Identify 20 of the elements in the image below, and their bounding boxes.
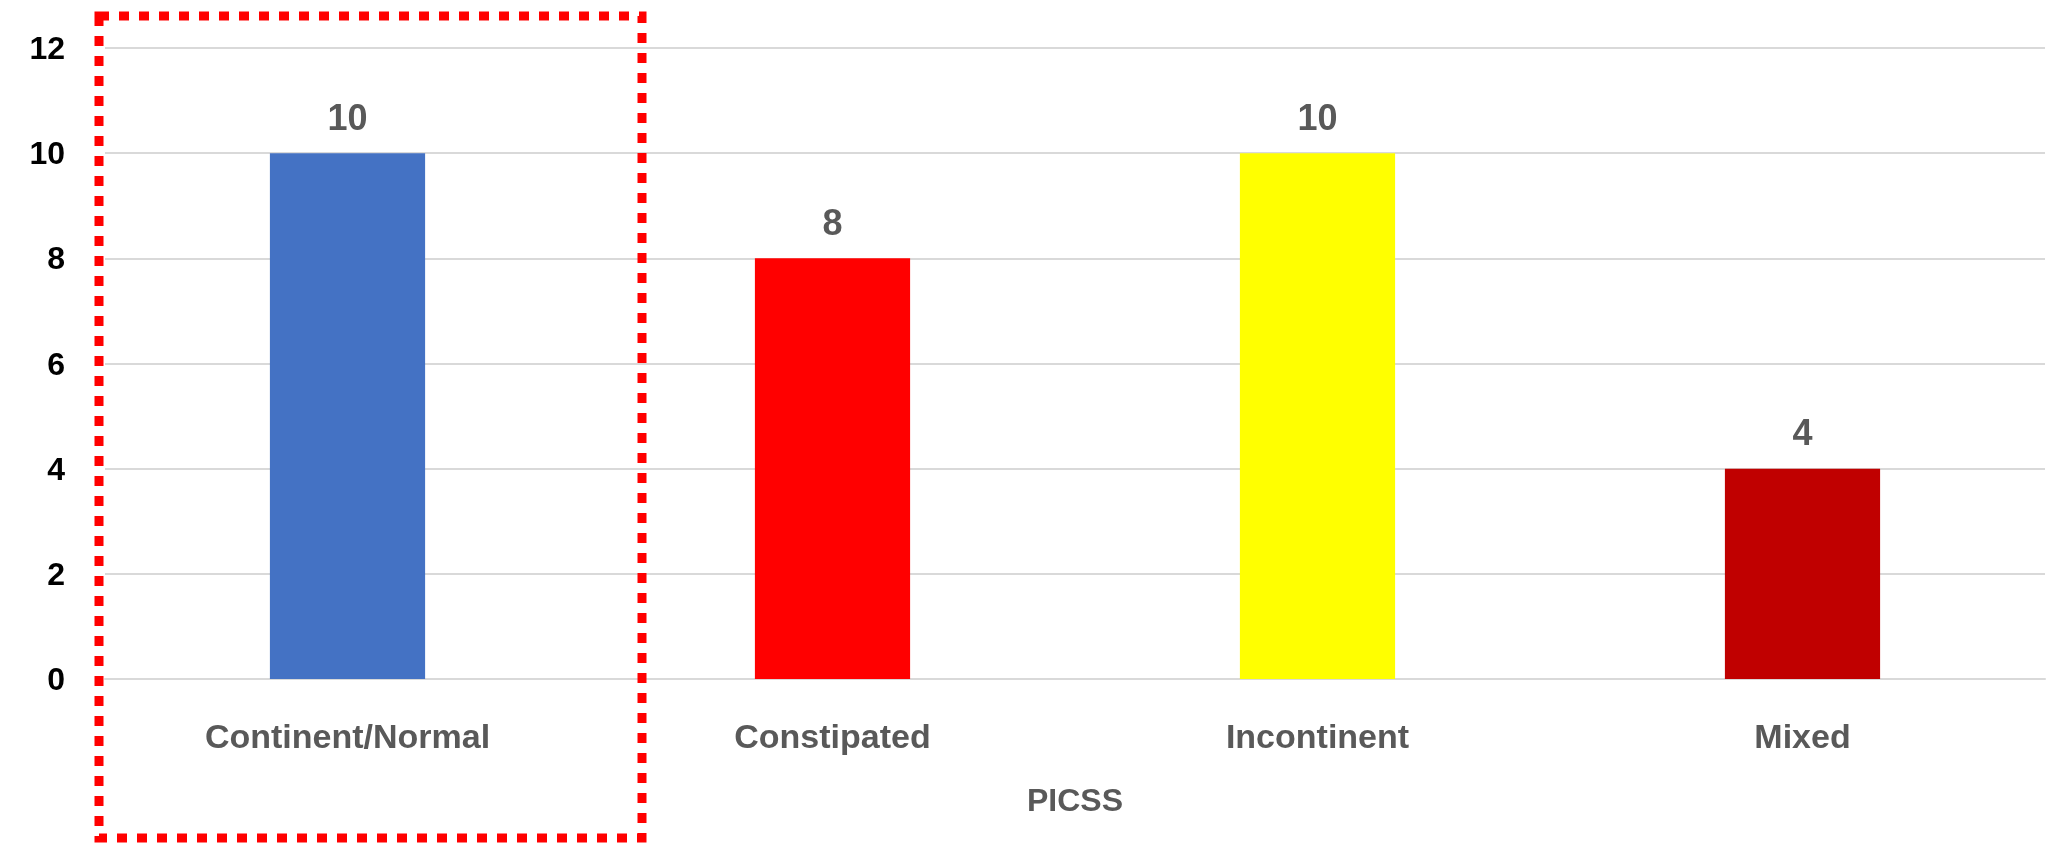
data-label: 4 bbox=[1792, 412, 1813, 454]
y-tick-label: 2 bbox=[47, 555, 65, 592]
data-label: 8 bbox=[822, 201, 843, 243]
data-label: 10 bbox=[1297, 96, 1338, 138]
bar bbox=[754, 258, 911, 679]
x-tick-label: Mixed bbox=[1754, 717, 1851, 755]
x-tick-label: Incontinent bbox=[1225, 717, 1410, 755]
x-tick-label: Constipated bbox=[734, 717, 931, 755]
y-tick-label: 4 bbox=[47, 450, 66, 487]
x-tick-label: Continent/Normal bbox=[204, 717, 491, 755]
y-tick-label: 6 bbox=[47, 345, 65, 382]
data-label: 10 bbox=[327, 96, 368, 138]
bar bbox=[1239, 153, 1396, 679]
y-tick-label: 10 bbox=[29, 135, 65, 172]
x-axis-title: PICSS bbox=[1026, 782, 1124, 818]
bar bbox=[269, 153, 426, 679]
y-tick-label: 8 bbox=[47, 240, 65, 277]
y-tick-label: 12 bbox=[29, 30, 65, 66]
y-tick-label: 0 bbox=[47, 661, 65, 697]
bar bbox=[1724, 468, 1881, 679]
